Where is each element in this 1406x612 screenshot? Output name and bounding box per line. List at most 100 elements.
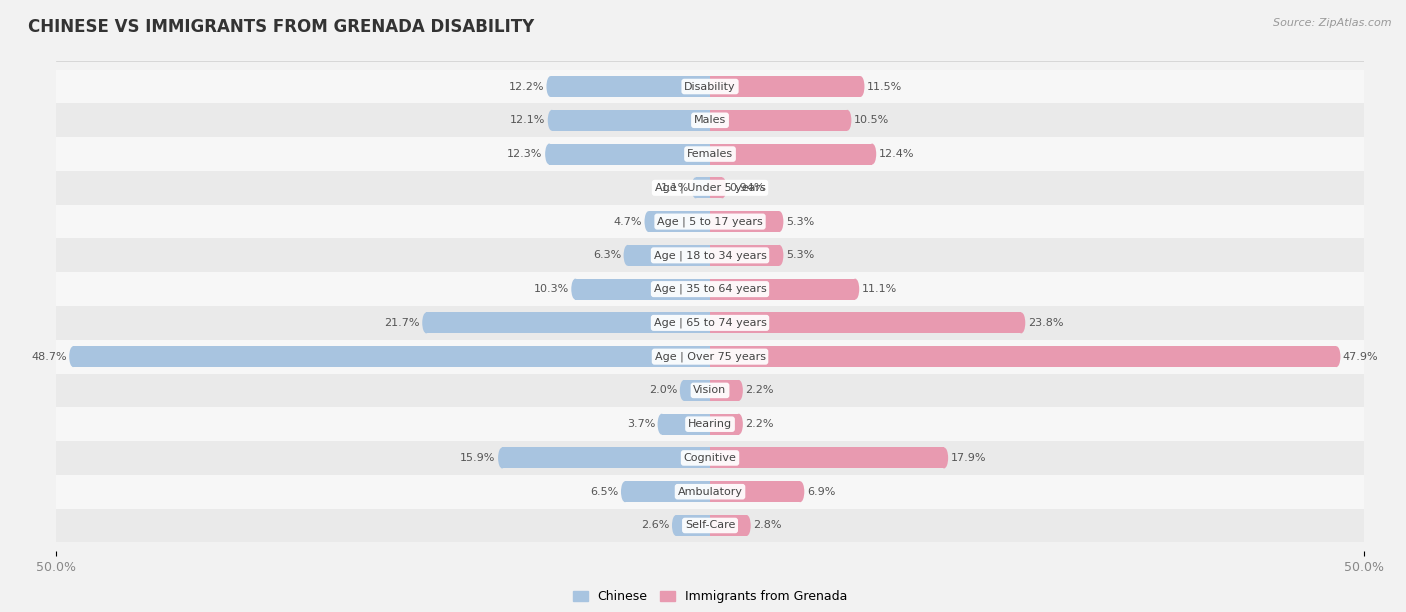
Bar [56,408,1364,441]
Legend: Chinese, Immigrants from Grenada: Chinese, Immigrants from Grenada [568,585,852,608]
Bar [662,414,710,435]
Bar [56,373,1364,408]
Circle shape [681,380,688,401]
Circle shape [422,312,430,334]
Text: 11.5%: 11.5% [868,81,903,92]
Circle shape [658,414,665,435]
Circle shape [1333,346,1340,367]
Text: 4.7%: 4.7% [613,217,643,226]
Bar [56,340,1364,373]
Text: 48.7%: 48.7% [31,352,66,362]
Bar [56,509,1364,542]
Bar [710,245,779,266]
Circle shape [624,245,631,266]
Circle shape [796,481,804,502]
Circle shape [644,211,652,232]
Bar [56,70,1364,103]
Bar [56,306,1364,340]
Bar [710,144,872,165]
Text: 0.94%: 0.94% [728,183,765,193]
Bar [710,312,1021,334]
Bar [551,110,710,131]
Circle shape [775,245,783,266]
Text: 2.2%: 2.2% [745,386,773,395]
Bar [710,346,1336,367]
Text: 17.9%: 17.9% [950,453,986,463]
Bar [710,447,943,468]
Text: Age | 35 to 64 years: Age | 35 to 64 years [654,284,766,294]
Bar [710,76,860,97]
Text: Males: Males [695,115,725,125]
Circle shape [548,110,555,131]
Text: 12.2%: 12.2% [509,81,544,92]
Bar [710,211,779,232]
Bar [56,239,1364,272]
Text: Vision: Vision [693,386,727,395]
Text: 6.9%: 6.9% [807,487,835,497]
Bar [696,177,710,198]
Circle shape [735,380,742,401]
Circle shape [856,76,865,97]
Circle shape [742,515,751,536]
Circle shape [498,447,506,468]
Text: Self-Care: Self-Care [685,520,735,531]
Text: Age | 18 to 34 years: Age | 18 to 34 years [654,250,766,261]
Circle shape [1017,312,1025,334]
Bar [627,245,710,266]
Text: 3.7%: 3.7% [627,419,655,429]
Bar [73,346,710,367]
Text: 12.3%: 12.3% [508,149,543,159]
Bar [551,76,710,97]
Text: 5.3%: 5.3% [786,250,814,260]
Bar [426,312,710,334]
Circle shape [735,414,742,435]
Bar [56,137,1364,171]
Text: Age | Over 75 years: Age | Over 75 years [655,351,765,362]
Circle shape [621,481,628,502]
Circle shape [69,346,77,367]
Text: Ambulatory: Ambulatory [678,487,742,497]
Circle shape [546,144,553,165]
Bar [648,211,710,232]
Bar [550,144,710,165]
Text: 12.1%: 12.1% [510,115,546,125]
Text: 6.5%: 6.5% [591,487,619,497]
Text: 2.0%: 2.0% [650,386,678,395]
Text: 1.1%: 1.1% [661,183,689,193]
Bar [575,278,710,300]
Bar [56,441,1364,475]
Bar [710,481,800,502]
Circle shape [844,110,852,131]
Text: CHINESE VS IMMIGRANTS FROM GRENADA DISABILITY: CHINESE VS IMMIGRANTS FROM GRENADA DISAB… [28,18,534,36]
Text: Cognitive: Cognitive [683,453,737,463]
Text: Females: Females [688,149,733,159]
Text: Age | 5 to 17 years: Age | 5 to 17 years [657,216,763,227]
Bar [626,481,710,502]
Bar [710,414,738,435]
Text: 15.9%: 15.9% [460,453,495,463]
Circle shape [547,76,554,97]
Circle shape [692,177,700,198]
Circle shape [868,144,876,165]
Text: Disability: Disability [685,81,735,92]
Circle shape [571,278,579,300]
Bar [710,278,855,300]
Circle shape [775,211,783,232]
Circle shape [851,278,859,300]
Bar [56,171,1364,204]
Text: 12.4%: 12.4% [879,149,914,159]
Text: 11.1%: 11.1% [862,284,897,294]
Circle shape [718,177,727,198]
Circle shape [672,515,681,536]
Text: 2.2%: 2.2% [745,419,773,429]
Text: 5.3%: 5.3% [786,217,814,226]
Text: 2.8%: 2.8% [754,520,782,531]
Text: 23.8%: 23.8% [1028,318,1063,328]
Text: Age | Under 5 years: Age | Under 5 years [655,182,765,193]
Bar [56,204,1364,239]
Text: 47.9%: 47.9% [1343,352,1378,362]
Bar [710,110,848,131]
Bar [676,515,710,536]
Bar [56,272,1364,306]
Text: 10.5%: 10.5% [853,115,889,125]
